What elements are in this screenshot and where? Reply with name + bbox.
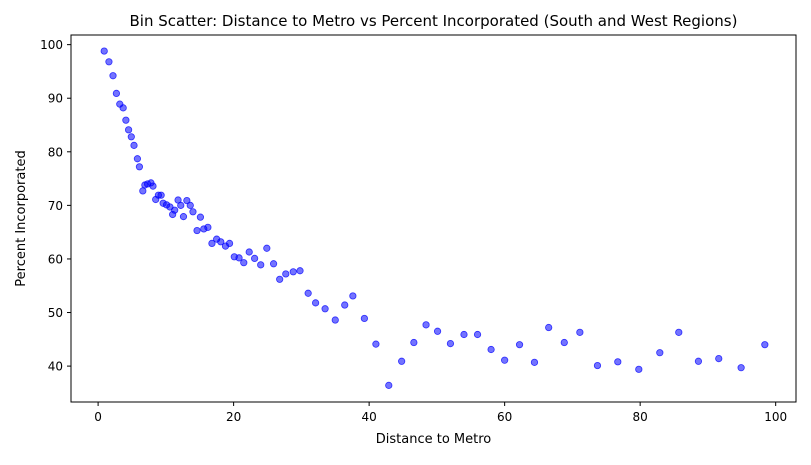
data-point [737, 364, 745, 372]
x-axis-label: Distance to Metro [376, 432, 492, 447]
data-point [177, 201, 185, 209]
data-point [245, 248, 253, 256]
data-point [204, 223, 212, 231]
x-tick-label: 60 [497, 410, 512, 424]
data-point [105, 58, 113, 66]
data-point [183, 196, 191, 205]
data-point [196, 213, 205, 221]
data-point [656, 349, 664, 357]
data-point [240, 259, 248, 267]
data-point [186, 201, 194, 209]
data-point [311, 299, 320, 307]
data-point [269, 260, 278, 268]
data-point [157, 191, 165, 199]
data-point [296, 267, 304, 275]
data-point [130, 141, 138, 149]
data-point [179, 213, 188, 221]
y-tick-label: 60 [48, 252, 63, 266]
data-point [193, 226, 201, 235]
data-point [560, 338, 568, 347]
data-point [410, 338, 418, 347]
data-point [433, 327, 442, 335]
data-point [171, 206, 179, 214]
data-point [593, 361, 602, 370]
data-point [135, 163, 144, 171]
y-tick-label: 40 [48, 360, 63, 374]
y-tick-label: 70 [48, 199, 63, 213]
data-point [235, 254, 243, 262]
chart-title: Bin Scatter: Distance to Metro vs Percen… [130, 12, 738, 30]
data-point [189, 208, 197, 216]
data-point [349, 292, 357, 300]
data-point [251, 254, 259, 263]
data-point [372, 340, 380, 348]
x-tick-label: 20 [226, 410, 241, 424]
data-point [460, 330, 468, 339]
data-point [341, 301, 349, 309]
data-point [124, 126, 133, 134]
x-tick-label: 40 [361, 410, 376, 424]
data-point [761, 341, 769, 349]
data-point [715, 354, 723, 363]
data-point [122, 116, 130, 124]
x-tick-label: 0 [94, 410, 102, 424]
data-point [473, 330, 482, 339]
data-point [331, 316, 339, 324]
data-point [119, 104, 127, 112]
data-point [112, 89, 121, 98]
data-point [217, 238, 225, 246]
data-point [398, 357, 406, 365]
data-point [614, 358, 622, 366]
data-point [133, 155, 141, 163]
data-point [385, 381, 393, 389]
data-point [635, 365, 643, 373]
data-point [257, 261, 265, 269]
x-tick-label: 100 [764, 410, 787, 424]
data-point [422, 321, 430, 329]
data-point [360, 314, 368, 323]
data-point [282, 270, 290, 278]
data-point [446, 339, 455, 348]
data-point [109, 72, 117, 80]
data-point [127, 133, 135, 141]
y-tick-label: 100 [40, 38, 63, 52]
data-point [545, 323, 553, 332]
y-tick-label: 50 [48, 306, 63, 320]
y-tick-label: 80 [48, 145, 63, 159]
data-point [501, 356, 509, 364]
data-point [675, 328, 683, 336]
data-point [530, 358, 539, 366]
data-point [225, 239, 234, 248]
data-point [304, 289, 312, 297]
data-point [321, 305, 329, 313]
y-tick-label: 90 [48, 92, 63, 106]
data-point [149, 182, 157, 190]
data-point [289, 268, 297, 276]
data-point [139, 187, 147, 195]
points-layer [100, 47, 769, 389]
x-tick-label: 80 [633, 410, 648, 424]
data-point [263, 244, 271, 252]
x-axis: 0 20 40 60 80 100 [94, 402, 787, 424]
data-point [694, 357, 703, 365]
data-point [208, 239, 216, 248]
data-point [576, 328, 584, 336]
data-point [487, 345, 495, 354]
data-point [515, 341, 524, 349]
y-axis: 40 50 60 70 80 90 100 [40, 38, 71, 374]
data-point [276, 275, 284, 283]
plot-frame [70, 34, 797, 403]
y-axis-label: Percent Incorporated [14, 150, 29, 286]
data-point [100, 47, 108, 55]
